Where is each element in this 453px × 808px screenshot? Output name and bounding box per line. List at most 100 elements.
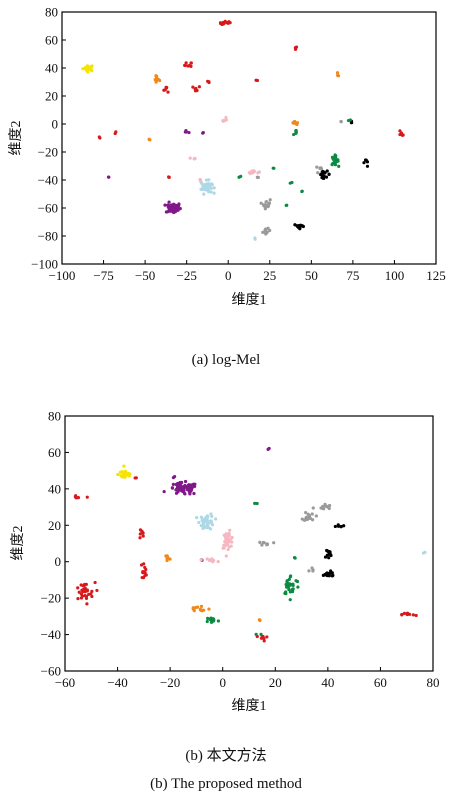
scatter-point-a-c16 (163, 203, 167, 207)
scatter-point-b-c20 (288, 598, 292, 602)
scatter-point-b-c12 (79, 596, 84, 600)
x-tick-label: −50 (135, 268, 155, 283)
scatter-point-b-c14 (265, 635, 269, 639)
scatter-point-b-c17 (191, 606, 195, 610)
scatter-point-a-c3 (164, 85, 168, 89)
scatter-point-a-c2 (186, 64, 190, 68)
scatter-point-b-c1 (183, 492, 187, 496)
scatter-point-a-c24 (209, 186, 214, 190)
scatter-point-b-c3 (173, 474, 177, 479)
scatter-point-a-c20 (221, 119, 225, 123)
scatter-point-b-c1 (179, 488, 184, 493)
x-tick-label: 80 (427, 675, 440, 690)
scatter-point-b-c7 (228, 528, 232, 532)
x-ticks-a: −100 −75 −50 −25 0 25 50 75 100 125 (49, 260, 446, 283)
scatter-point-a-c16 (168, 205, 172, 209)
scatter-point-b-c1 (192, 491, 196, 496)
scatter-point-a-c3 (166, 90, 170, 94)
y-tick-label: 20 (48, 518, 61, 533)
scatter-point-b-c19 (216, 619, 220, 623)
scatter-point-b-c5 (199, 515, 204, 519)
y-tick-label: 0 (55, 554, 62, 569)
scatter-point-a-c16 (178, 207, 182, 211)
y-tick-label: −40 (41, 627, 61, 642)
scatter-point-a-c35 (333, 157, 337, 161)
scatter-point-a-c29 (256, 175, 260, 180)
scatter-point-b-c20 (284, 582, 288, 587)
scatter-point-b-c1 (188, 490, 192, 494)
scatter-point-b-c10 (138, 536, 142, 540)
scatter-point-b-c1 (189, 488, 194, 492)
scatter-point-b-c5 (208, 527, 213, 531)
scatter-point-a-c15 (148, 138, 152, 142)
scatter-point-b-c11 (144, 567, 148, 572)
scatter-point-b-c17 (199, 604, 204, 608)
scatter-point-b-c0 (119, 474, 123, 478)
scatter-point-b-c12 (76, 597, 80, 601)
scatter-point-b-c15 (134, 476, 138, 480)
scatter-point-a-c11 (400, 133, 405, 137)
scatter-point-a-c13 (292, 121, 296, 125)
scatter-point-b-c29 (333, 524, 337, 529)
scatter-point-a-c16 (171, 209, 175, 213)
scatter-point-a-c26 (259, 201, 263, 205)
scatter-point-b-c5 (209, 521, 214, 525)
scatter-point-a-c18 (201, 131, 205, 135)
scatter-point-b-c20 (284, 591, 288, 596)
scatter-point-b-c5 (199, 524, 203, 528)
scatter-point-b-c26 (304, 510, 308, 515)
y-tick-label: 40 (48, 481, 61, 496)
scatter-point-a-c8 (167, 175, 171, 179)
scatter-point-b-c7 (224, 539, 228, 543)
scatter-point-a-c42 (300, 189, 304, 194)
x-tick-label: −20 (160, 675, 180, 690)
y-tick-label: −20 (41, 591, 61, 606)
y-tick-label: 80 (48, 409, 61, 424)
y-ticks-b: −60 −40 −20 0 20 40 60 80 (41, 409, 69, 679)
y-tick-label: 40 (45, 61, 58, 76)
x-tick-label: 75 (346, 268, 359, 283)
scatter-point-a-c12 (154, 80, 158, 84)
scatter-point-a-c25 (253, 236, 257, 240)
x-tick-label: 0 (219, 675, 226, 690)
scatter-point-a-c13 (295, 121, 300, 125)
scatter-point-a-c24 (200, 181, 204, 185)
scatter-point-b-c26 (307, 513, 311, 517)
scatter-point-b-c5 (200, 518, 204, 523)
scatter-point-b-c7 (229, 544, 233, 548)
scatter-point-a-c24 (202, 185, 206, 189)
scatter-point-a-c21 (193, 157, 197, 161)
scatter-point-b-c10 (141, 534, 145, 538)
scatter-point-b-c7 (227, 539, 231, 544)
scatter-point-a-c28 (316, 171, 320, 175)
scatter-point-a-c3 (163, 88, 167, 92)
points-a (81, 19, 405, 241)
scatter-point-a-c24 (204, 178, 209, 182)
scatter-point-b-c12 (90, 594, 94, 599)
scatter-point-a-c16 (168, 209, 172, 213)
scatter-point-b-c19 (211, 617, 215, 621)
x-tick-label: −75 (93, 268, 113, 283)
scatter-point-b-c28 (307, 569, 311, 573)
scatter-point-a-c32 (322, 171, 326, 175)
scatter-point-b-c12 (87, 592, 91, 597)
scatter-point-a-c27 (268, 228, 272, 233)
scatter-point-b-c10 (138, 528, 143, 532)
scatter-point-b-c1 (177, 483, 181, 487)
scatter-point-b-c17 (200, 609, 204, 613)
x-tick-label: 0 (225, 268, 232, 283)
scatter-point-b-c0 (122, 464, 126, 468)
scatter-point-a-c32 (327, 172, 331, 176)
caption-b-en: (b) The proposed method (150, 776, 302, 792)
scatter-point-b-c22 (293, 556, 297, 560)
scatter-point-a-c2 (183, 63, 187, 68)
scatter-point-b-c13 (402, 611, 407, 615)
scatter-point-b-c31 (325, 573, 329, 578)
scatter-point-b-c0 (123, 469, 128, 473)
scatter-point-a-c10 (254, 78, 258, 82)
scatter-point-a-c27 (263, 230, 267, 234)
scatter-point-b-c5 (195, 515, 199, 520)
scatter-point-b-c1 (183, 485, 187, 489)
scatter-point-b-c20 (296, 585, 300, 589)
